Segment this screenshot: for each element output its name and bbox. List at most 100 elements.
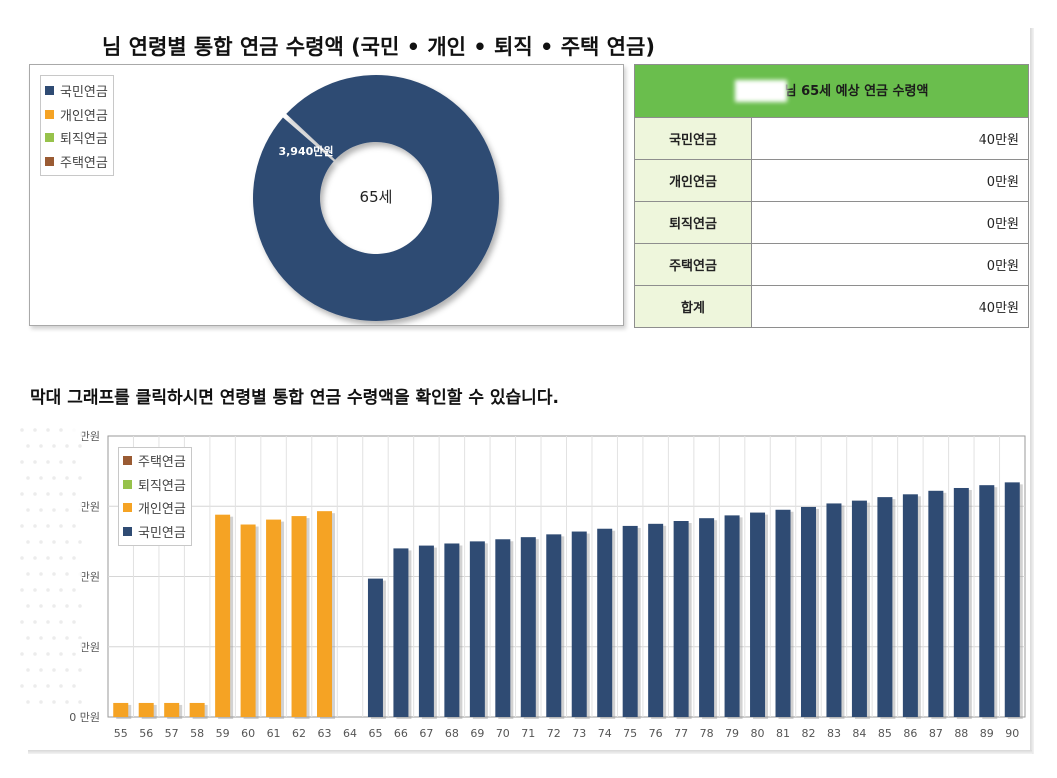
legend-item[interactable]: 주택연금: [123, 449, 186, 473]
bar-국민연금[interactable]: [495, 539, 511, 717]
decorative-dot: [39, 444, 43, 448]
legend-item[interactable]: 개인연금: [45, 103, 108, 127]
bar-개인연금[interactable]: [189, 702, 205, 717]
bar-국민연금[interactable]: [546, 534, 562, 717]
decorative-dot: [46, 428, 50, 432]
legend-label: 개인연금: [138, 502, 186, 518]
bar-국민연금[interactable]: [877, 497, 893, 717]
bar-개인연금[interactable]: [291, 516, 307, 717]
x-tick-label: 84: [852, 727, 866, 740]
decorative-dot: [52, 572, 56, 576]
bar-국민연금[interactable]: [444, 543, 460, 717]
bar-국민연금[interactable]: [571, 531, 587, 717]
bar-국민연금[interactable]: [699, 518, 715, 717]
bar-국민연금[interactable]: [393, 548, 409, 717]
bar-국민연금[interactable]: [622, 525, 638, 717]
x-tick-label: 72: [547, 727, 561, 740]
decorative-dot: [78, 668, 82, 672]
donut-slice-label: 3,940만원: [278, 144, 333, 158]
decorative-dot: [39, 476, 43, 480]
x-tick-label: 67: [419, 727, 433, 740]
decorative-dot: [52, 604, 56, 608]
decorative-dot: [72, 524, 76, 528]
bar-개인연금[interactable]: [240, 524, 256, 717]
x-tick-label: 60: [241, 727, 255, 740]
bar-국민연금[interactable]: [775, 509, 791, 717]
bar-국민연금[interactable]: [367, 578, 383, 717]
bar-국민연금[interactable]: [902, 494, 918, 717]
donut-chart[interactable]: 3,940만원 65세: [30, 65, 623, 325]
decorative-dot: [33, 492, 37, 496]
bar-개인연금[interactable]: [317, 511, 333, 717]
bar-국민연금[interactable]: [1004, 482, 1020, 717]
bar-개인연금[interactable]: [215, 514, 231, 717]
decorative-dot: [59, 492, 63, 496]
legend-item[interactable]: 국민연금: [123, 520, 186, 544]
bar-국민연금[interactable]: [520, 537, 536, 717]
decorative-dot: [26, 668, 30, 672]
bar-국민연금[interactable]: [979, 485, 995, 717]
decorative-dot: [33, 684, 37, 688]
decorative-dot: [59, 620, 63, 624]
decorative-dot: [20, 460, 24, 464]
bar-개인연금[interactable]: [164, 702, 180, 717]
decorative-dot: [33, 428, 37, 432]
decorative-dot: [20, 684, 24, 688]
legend-label: 국민연금: [60, 85, 108, 101]
bar-국민연금[interactable]: [851, 500, 867, 717]
bar-국민연금[interactable]: [826, 503, 842, 717]
x-tick-label: 77: [674, 727, 688, 740]
decorative-dot: [26, 700, 30, 704]
decorative-dot: [78, 540, 82, 544]
bar-국민연금[interactable]: [953, 487, 969, 717]
donut-slice[interactable]: [202, 65, 549, 325]
decorative-dot: [52, 540, 56, 544]
legend-label: 국민연금: [138, 525, 186, 541]
x-tick-label: 70: [496, 727, 510, 740]
legend-item[interactable]: 국민연금: [45, 79, 108, 103]
row-value: 0만원: [751, 159, 1029, 202]
x-tick-label: 76: [649, 727, 663, 740]
x-tick-label: 89: [980, 727, 994, 740]
bar-국민연금[interactable]: [800, 506, 816, 717]
bar-국민연금[interactable]: [648, 523, 664, 717]
bar-국민연금[interactable]: [724, 515, 740, 717]
legend-item[interactable]: 주택연금: [45, 150, 108, 174]
legend-item[interactable]: 개인연금: [123, 496, 186, 520]
decorative-dot: [39, 508, 43, 512]
bar-개인연금[interactable]: [266, 519, 282, 717]
x-tick-label: 73: [572, 727, 586, 740]
x-tick-label: 58: [190, 727, 204, 740]
legend-item[interactable]: 퇴직연금: [123, 473, 186, 497]
row-value: 40만원: [751, 285, 1029, 328]
bar-국민연금[interactable]: [928, 490, 944, 717]
x-tick-label: 69: [470, 727, 484, 740]
decorative-dot: [33, 620, 37, 624]
page-title-text: 님 연령별 통합 연금 수령액 (국민 • 개인 • 퇴직 • 주택 연금): [102, 35, 655, 59]
bar-국민연금[interactable]: [469, 541, 485, 717]
decorative-dot: [59, 524, 63, 528]
decorative-dot: [33, 460, 37, 464]
bar-국민연금[interactable]: [750, 512, 766, 717]
decorative-dot: [46, 652, 50, 656]
decorative-dot: [46, 684, 50, 688]
table-header-text: 님 65세 예상 연금 수령액: [784, 83, 929, 99]
decorative-dot: [39, 636, 43, 640]
row-value-text: 40만원: [978, 301, 1019, 316]
bar-국민연금[interactable]: [673, 521, 689, 717]
bar-국민연금[interactable]: [418, 545, 434, 717]
redacted-tick-value: [70, 568, 82, 583]
decorative-dot: [33, 524, 37, 528]
x-tick-label: 79: [725, 727, 739, 740]
x-tick-label: 66: [394, 727, 408, 740]
bar-개인연금[interactable]: [113, 702, 129, 717]
legend-swatch: [123, 526, 132, 536]
legend-item[interactable]: 퇴직연금: [45, 126, 108, 150]
bar-국민연금[interactable]: [597, 528, 613, 717]
bar-개인연금[interactable]: [138, 702, 154, 717]
decorative-dot: [65, 636, 69, 640]
x-tick-label: 80: [751, 727, 765, 740]
x-tick-label: 57: [165, 727, 179, 740]
